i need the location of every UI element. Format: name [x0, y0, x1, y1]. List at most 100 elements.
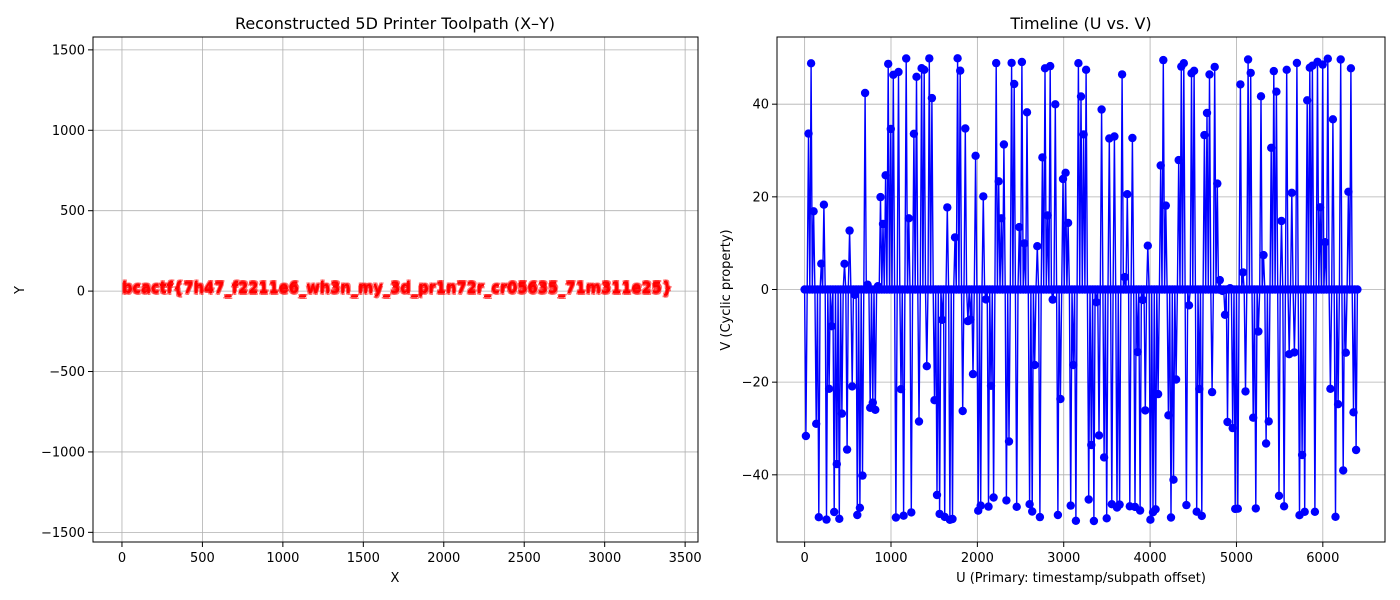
- series-point: [1012, 502, 1021, 511]
- series-point: [927, 93, 937, 103]
- series-point: [1048, 295, 1057, 304]
- series-point: [1277, 216, 1286, 226]
- series-point: [1030, 360, 1039, 370]
- series-point: [1120, 272, 1129, 282]
- series-point: [1017, 57, 1027, 67]
- series-point: [1336, 55, 1345, 64]
- series-point: [1179, 59, 1189, 68]
- left-y-tick-label: −500: [49, 365, 85, 380]
- right-x-tick-label: 3000: [1047, 551, 1080, 566]
- series-point: [976, 501, 985, 510]
- series-point: [1282, 65, 1291, 75]
- right-y-tick-label: −40: [742, 468, 769, 483]
- series-point: [907, 508, 916, 517]
- series-point: [1243, 55, 1253, 64]
- right-y-tick-label: 0: [761, 283, 769, 298]
- series-point: [1236, 80, 1245, 89]
- series-point: [1353, 285, 1362, 294]
- series-point: [1318, 60, 1327, 69]
- series-point: [1238, 268, 1248, 277]
- series-point: [804, 129, 813, 138]
- series-point: [958, 406, 967, 416]
- series-point: [1020, 239, 1029, 248]
- series-point: [1349, 408, 1358, 417]
- series-point: [981, 295, 991, 304]
- series-point: [938, 315, 947, 324]
- series-point: [904, 214, 913, 223]
- series-point: [1066, 501, 1075, 510]
- series-point: [1344, 187, 1353, 196]
- series-point: [1028, 507, 1037, 516]
- series-point: [806, 59, 816, 68]
- series-point: [1272, 87, 1281, 96]
- series-point: [1328, 115, 1338, 124]
- left-y-axis-label: Y: [13, 286, 28, 295]
- series-point: [1346, 64, 1356, 73]
- series-point: [1004, 437, 1014, 446]
- series-point: [1002, 496, 1011, 505]
- series-point: [1015, 222, 1024, 232]
- right-x-tick-label: 6000: [1306, 551, 1339, 566]
- series-point: [1315, 203, 1325, 212]
- series-point: [912, 72, 921, 82]
- series-point: [1151, 505, 1160, 514]
- series-point: [922, 362, 931, 371]
- left-y-tick-label: −1500: [41, 526, 85, 541]
- series-point: [842, 445, 852, 454]
- series-point: [966, 315, 975, 324]
- series-point: [1303, 96, 1312, 105]
- series-point: [871, 405, 880, 414]
- series-point: [1339, 466, 1348, 475]
- series-point: [1102, 514, 1111, 523]
- series-point: [1333, 400, 1343, 409]
- series-point: [1215, 275, 1225, 285]
- series-point: [1171, 375, 1181, 384]
- series-point: [1053, 510, 1063, 520]
- series-point: [1097, 105, 1106, 114]
- series-point: [1138, 295, 1147, 305]
- series-point: [948, 514, 957, 524]
- series-point: [1076, 92, 1086, 101]
- series-point: [1133, 347, 1142, 357]
- series-point: [840, 259, 849, 268]
- left-y-tick-label: 500: [60, 204, 85, 219]
- series-point: [1035, 512, 1045, 522]
- series-point: [1323, 54, 1333, 63]
- series-point: [832, 459, 841, 469]
- series-point: [1310, 507, 1320, 516]
- series-point: [1025, 500, 1034, 509]
- series-point: [1156, 161, 1165, 170]
- series-point: [830, 507, 839, 517]
- flag-text-overlay: bcactf{7h47_f2211e6_wh3n_my_3d_pr1n72r_c…: [123, 277, 673, 296]
- series-point: [878, 219, 888, 229]
- series-point: [1043, 211, 1052, 220]
- series-point: [1033, 242, 1042, 251]
- series-point: [858, 471, 867, 480]
- series-point: [1084, 495, 1093, 504]
- series-point: [1022, 108, 1032, 117]
- series-point: [868, 398, 877, 407]
- series-point: [819, 200, 829, 209]
- flag-text-overlay: bcactf{7h47_f2211e6_wh3n_my_3d_pr1n72r_c…: [123, 280, 673, 299]
- series-point: [950, 233, 960, 242]
- series-point: [968, 369, 978, 379]
- left-y-tick-label: −1000: [41, 445, 85, 460]
- left-x-tick-label: 3000: [588, 551, 621, 566]
- right-chart-title: Timeline (U vs. V): [1009, 14, 1151, 33]
- series-point: [1174, 155, 1183, 165]
- series-point: [989, 493, 998, 502]
- left-y-tick-label: 0: [77, 285, 85, 300]
- series-point: [1169, 475, 1178, 484]
- series-point: [1256, 92, 1266, 101]
- series-point: [930, 396, 939, 405]
- right-y-tick-label: 40: [752, 98, 769, 113]
- series-point: [1061, 168, 1070, 177]
- series-point: [1290, 348, 1299, 357]
- flag-text-overlay: bcactf{7h47_f2211e6_wh3n_my_3d_pr1n72r_c…: [122, 278, 672, 297]
- right-y-tick-label: 20: [752, 190, 769, 205]
- series-point: [1267, 143, 1276, 152]
- series-point: [1123, 190, 1132, 199]
- series-point: [994, 177, 1003, 186]
- flag-text-overlay: bcactf{7h47_f2211e6_wh3n_my_3d_pr1n72r_c…: [121, 279, 671, 298]
- series-point: [902, 54, 911, 63]
